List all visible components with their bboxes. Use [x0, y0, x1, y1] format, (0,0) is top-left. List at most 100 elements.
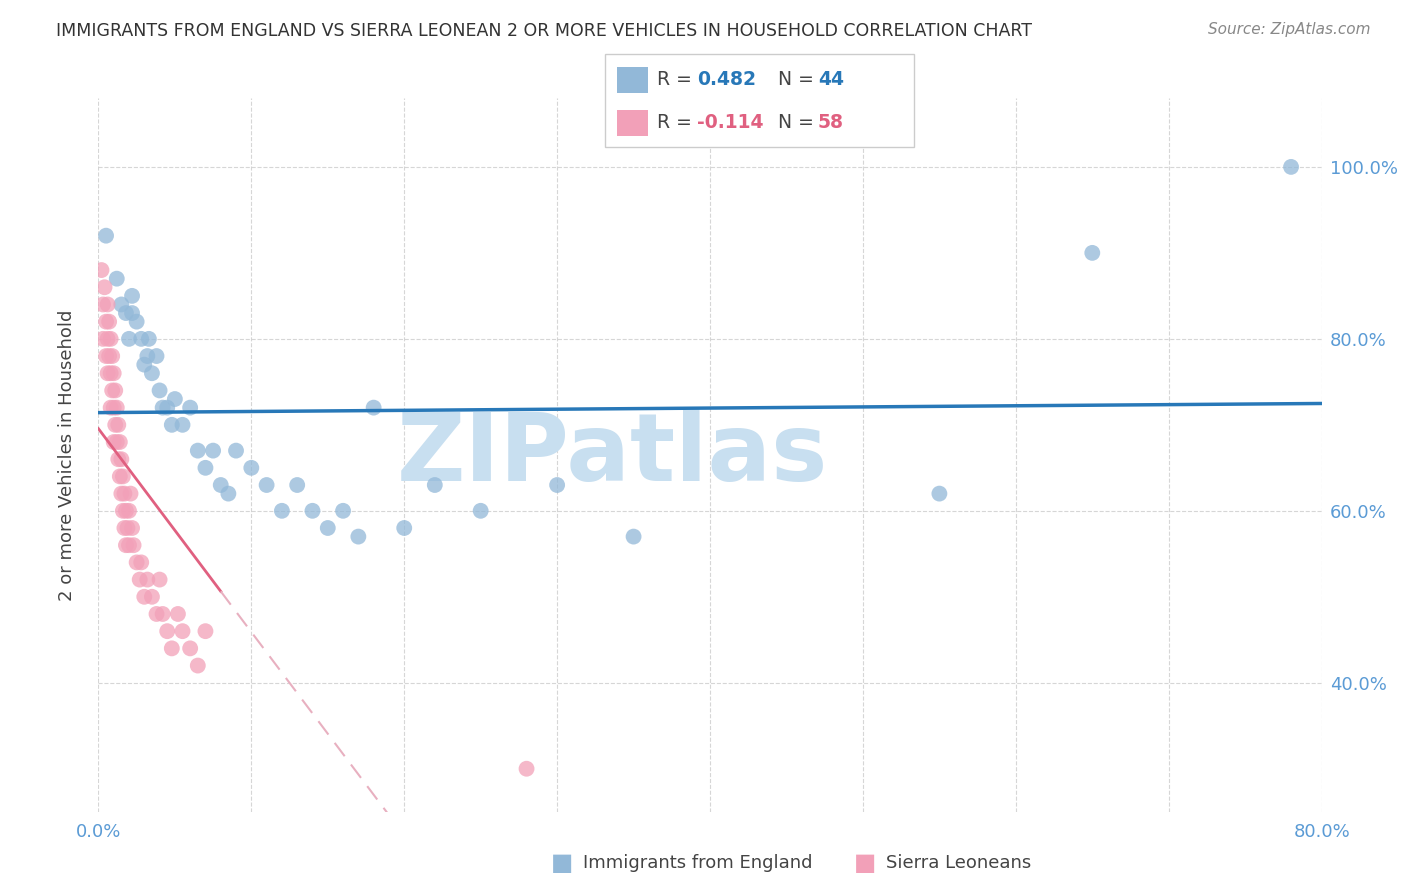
Point — [115, 306, 138, 320]
Point — [136, 349, 159, 363]
Point — [94, 228, 117, 243]
Point — [316, 521, 339, 535]
Point — [145, 607, 167, 621]
Bar — [617, 67, 648, 93]
Text: Source: ZipAtlas.com: Source: ZipAtlas.com — [1208, 22, 1371, 37]
Point — [470, 504, 492, 518]
Point — [103, 366, 125, 380]
Text: -0.114: -0.114 — [697, 113, 763, 132]
Point — [100, 401, 122, 415]
Point — [270, 504, 292, 518]
Point — [94, 315, 117, 329]
Text: N =: N = — [778, 113, 820, 132]
Text: ■: ■ — [551, 852, 574, 875]
Point — [152, 607, 174, 621]
Point — [101, 384, 124, 398]
Point — [256, 478, 278, 492]
Point — [163, 392, 186, 406]
Point — [129, 555, 152, 569]
Text: 58: 58 — [818, 113, 844, 132]
Point — [93, 280, 115, 294]
Point — [110, 486, 132, 500]
Text: N =: N = — [778, 70, 820, 89]
Point — [110, 297, 132, 311]
Point — [136, 573, 159, 587]
FancyBboxPatch shape — [605, 54, 914, 147]
Point — [121, 289, 143, 303]
Text: R =: R = — [657, 113, 697, 132]
Point — [187, 658, 209, 673]
Point — [172, 624, 194, 639]
Point — [1279, 160, 1302, 174]
Point — [623, 530, 645, 544]
Point — [149, 573, 172, 587]
Point — [423, 478, 446, 492]
Point — [156, 624, 179, 639]
Point — [97, 297, 120, 311]
Point — [152, 401, 174, 415]
Point — [172, 417, 194, 432]
Point — [108, 435, 131, 450]
Point — [112, 521, 135, 535]
Point — [160, 641, 183, 656]
Point — [179, 401, 201, 415]
Point — [103, 401, 125, 415]
Point — [125, 315, 148, 329]
Point — [194, 624, 217, 639]
Point — [546, 478, 568, 492]
Point — [225, 443, 247, 458]
Point — [128, 573, 150, 587]
Point — [97, 366, 120, 380]
Point — [202, 443, 225, 458]
Point — [194, 460, 217, 475]
Point — [125, 555, 148, 569]
Point — [94, 349, 117, 363]
Point — [104, 417, 127, 432]
Point — [120, 486, 142, 500]
Point — [108, 469, 131, 483]
Point — [285, 478, 308, 492]
Point — [100, 332, 122, 346]
Point — [112, 486, 135, 500]
Point — [121, 306, 143, 320]
Point — [118, 504, 141, 518]
Text: ZIPatlas: ZIPatlas — [396, 409, 828, 501]
Point — [122, 538, 145, 552]
Point — [118, 332, 141, 346]
Text: ■: ■ — [853, 852, 876, 875]
Point — [115, 538, 138, 552]
Point — [100, 366, 122, 380]
Point — [363, 401, 385, 415]
Point — [103, 435, 125, 450]
Point — [91, 332, 114, 346]
Point — [101, 349, 124, 363]
Text: IMMIGRANTS FROM ENGLAND VS SIERRA LEONEAN 2 OR MORE VEHICLES IN HOUSEHOLD CORREL: IMMIGRANTS FROM ENGLAND VS SIERRA LEONEA… — [56, 22, 1032, 40]
Point — [138, 332, 160, 346]
Point — [145, 349, 167, 363]
Point — [301, 504, 323, 518]
Point — [129, 332, 152, 346]
Point — [115, 504, 138, 518]
Point — [105, 271, 128, 285]
Point — [187, 443, 209, 458]
Point — [134, 590, 156, 604]
Point — [98, 315, 121, 329]
Y-axis label: 2 or more Vehicles in Household: 2 or more Vehicles in Household — [58, 310, 76, 600]
Point — [156, 401, 179, 415]
Point — [240, 460, 263, 475]
Point — [110, 452, 132, 467]
Text: Immigrants from England: Immigrants from England — [583, 855, 813, 872]
Text: R =: R = — [657, 70, 697, 89]
Bar — [617, 110, 648, 136]
Point — [179, 641, 201, 656]
Point — [332, 504, 354, 518]
Point — [107, 452, 129, 467]
Point — [167, 607, 190, 621]
Point — [141, 366, 163, 380]
Point — [98, 349, 121, 363]
Point — [117, 521, 139, 535]
Point — [104, 384, 127, 398]
Point — [209, 478, 232, 492]
Point — [97, 332, 120, 346]
Point — [111, 469, 134, 483]
